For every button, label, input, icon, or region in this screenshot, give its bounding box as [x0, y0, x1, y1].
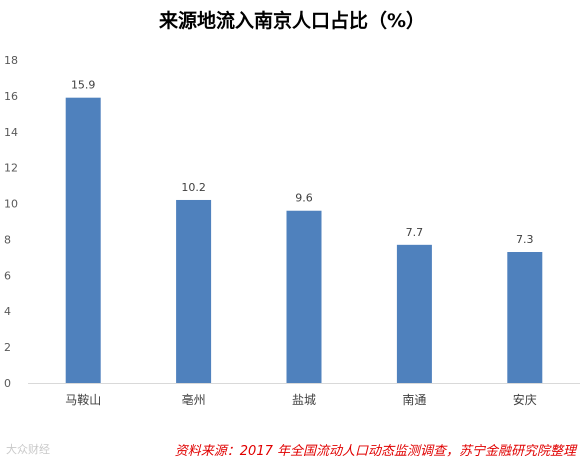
- y-tick-label: 14: [4, 126, 18, 139]
- bar: [507, 252, 543, 383]
- data-label: 10.2: [181, 181, 206, 194]
- x-tick-label: 南通: [402, 392, 426, 407]
- y-tick-label: 10: [4, 198, 18, 211]
- data-label: 15.9: [71, 79, 96, 92]
- bar: [176, 199, 212, 383]
- y-tick-label: 8: [4, 233, 11, 246]
- data-label: 9.6: [295, 192, 313, 205]
- y-tick-label: 4: [4, 305, 11, 318]
- watermark-logo: 大众财经: [6, 443, 50, 456]
- source-note: 资料来源：2017 年全国流动人口动态监测调查，苏宁金融研究院整理: [174, 444, 576, 459]
- x-tick-label: 盐城: [292, 393, 316, 407]
- bar: [396, 244, 432, 383]
- x-tick-label: 亳州: [182, 392, 206, 407]
- x-tick-label: 安庆: [513, 392, 537, 407]
- data-label: 7.3: [516, 233, 534, 246]
- y-tick-label: 6: [4, 269, 11, 282]
- bar: [65, 97, 101, 383]
- y-tick-label: 16: [4, 90, 18, 103]
- chart-title: 来源地流入南京人口占比（%）: [158, 10, 426, 32]
- bar: [286, 210, 322, 383]
- data-label: 7.7: [406, 226, 424, 239]
- x-tick-label: 马鞍山: [65, 392, 101, 407]
- y-tick-label: 0: [4, 377, 11, 390]
- y-tick-label: 12: [4, 162, 18, 175]
- y-tick-label: 2: [4, 341, 11, 354]
- y-tick-label: 18: [4, 54, 18, 67]
